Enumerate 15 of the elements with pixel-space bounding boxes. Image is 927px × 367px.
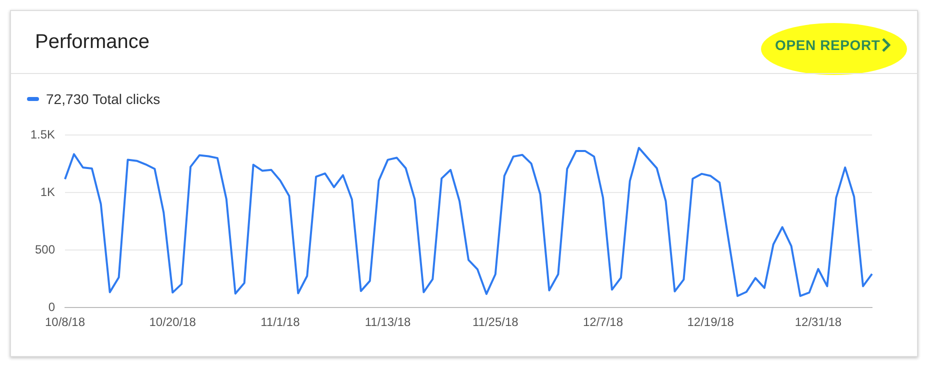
text: OPEN REPORT: [775, 37, 880, 53]
x-tick-label: 10/20/18: [149, 315, 196, 330]
y-tick-label: 500: [34, 242, 56, 256]
x-tick-label: 11/13/18: [364, 315, 412, 330]
y-tick-label: 1K: [40, 184, 55, 199]
x-tick-label: 12/7/18: [582, 315, 624, 330]
y-tick-label: 0: [48, 300, 56, 314]
y-tick-label: 1.5K: [30, 128, 55, 142]
chart-title: Performance: [35, 31, 150, 54]
legend-label: 72,730 Total clicks: [46, 91, 160, 107]
x-tick-label: 12/19/18: [687, 315, 734, 330]
x-tick-label: 10/8/18: [44, 315, 86, 330]
x-tick-label: 11/25/18: [472, 315, 519, 330]
x-tick-label: 11/1/18: [260, 315, 300, 330]
x-tick-label: 12/31/18: [794, 315, 842, 330]
